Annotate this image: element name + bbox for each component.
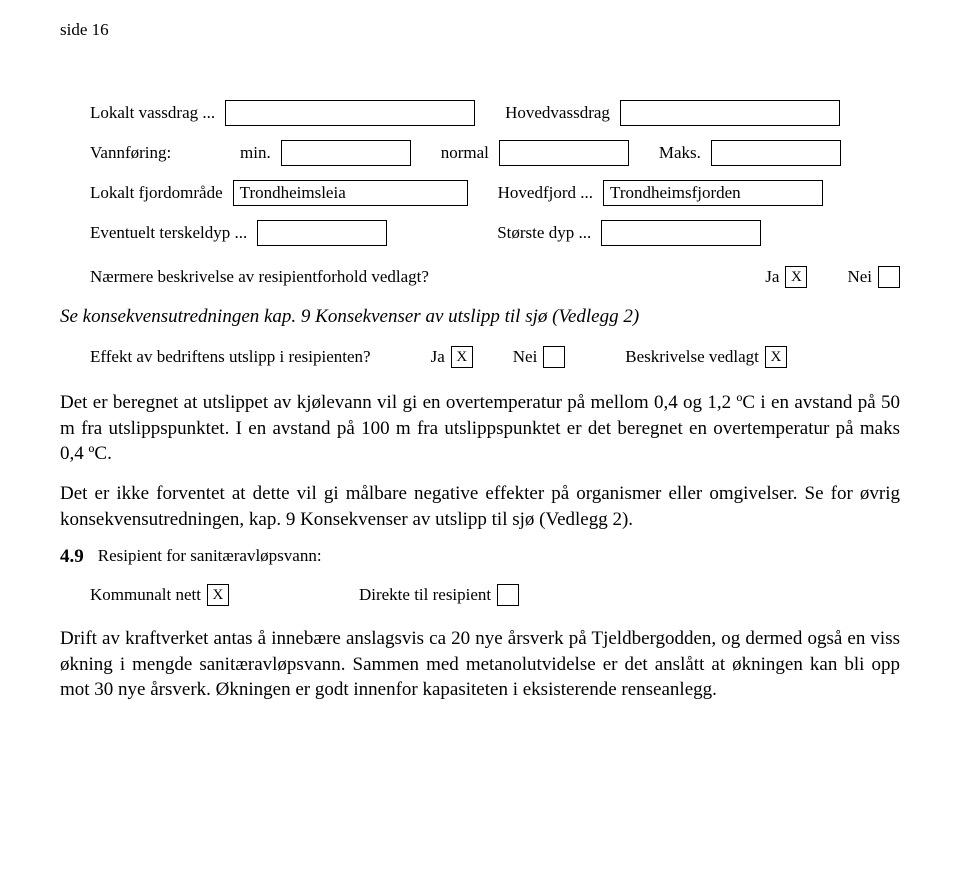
checkbox-nei[interactable]	[878, 266, 900, 288]
label-effekt: Effekt av bedriftens utslipp i resipient…	[90, 347, 371, 367]
row-kommunalt: Kommunalt nett X Direkte til resipient	[60, 584, 900, 606]
input-storste-dyp[interactable]	[601, 220, 761, 246]
label-normal: normal	[441, 143, 489, 163]
row-terskeldyp: Eventuelt terskeldyp ... Største dyp ...	[60, 220, 900, 246]
paragraph-3: Drift av kraftverket antas å innebære an…	[60, 626, 900, 703]
label-maks: Maks.	[659, 143, 701, 163]
row-beskrivelse-vedlagt: Nærmere beskrivelse av resipientforhold …	[60, 266, 900, 288]
label-kommunalt-nett: Kommunalt nett	[90, 585, 201, 605]
section-label: Resipient for sanitæravløpsvann:	[98, 546, 322, 566]
checkbox-ja[interactable]: X	[785, 266, 807, 288]
label-nei: Nei	[847, 267, 872, 287]
reference-text: Se konsekvensutredningen kap. 9 Konsekve…	[60, 306, 900, 328]
row-fjordomrade: Lokalt fjordområde Trondheimsleia Hovedf…	[60, 180, 900, 206]
input-lokalt-vassdrag[interactable]	[225, 100, 475, 126]
paragraph-1: Det er beregnet at utslippet av kjølevan…	[60, 390, 900, 467]
checkbox-ja-2[interactable]: X	[451, 346, 473, 368]
input-maks[interactable]	[711, 140, 841, 166]
label-terskeldyp: Eventuelt terskeldyp ...	[90, 223, 247, 243]
label-ja-2: Ja	[431, 347, 445, 367]
page: side 16 Lokalt vassdrag ... Hovedvassdra…	[0, 0, 960, 757]
label-hovedvassdrag: Hovedvassdrag	[505, 103, 610, 123]
checkbox-nei-2[interactable]	[543, 346, 565, 368]
input-lokalt-fjordomrade[interactable]: Trondheimsleia	[233, 180, 468, 206]
input-hovedfjord[interactable]: Trondheimsfjorden	[603, 180, 823, 206]
checkbox-beskrivelse[interactable]: X	[765, 346, 787, 368]
label-min: min.	[240, 143, 271, 163]
label-hovedfjord: Hovedfjord ...	[498, 183, 593, 203]
row-effekt: Effekt av bedriftens utslipp i resipient…	[60, 346, 900, 368]
row-lokalt-vassdrag: Lokalt vassdrag ... Hovedvassdrag	[60, 100, 900, 126]
label-nei-2: Nei	[513, 347, 538, 367]
input-normal[interactable]	[499, 140, 629, 166]
label-ja: Ja	[765, 267, 779, 287]
label-lokalt-fjordomrade: Lokalt fjordområde	[90, 183, 223, 203]
input-hovedvassdrag[interactable]	[620, 100, 840, 126]
section-4-9: 4.9 Resipient for sanitæravløpsvann:	[60, 546, 900, 568]
label-vannforing: Vannføring:	[90, 143, 190, 163]
page-number: side 16	[60, 20, 900, 40]
label-beskrivelse-vedlagt: Nærmere beskrivelse av resipientforhold …	[90, 267, 765, 287]
row-vannforing: Vannføring: min. normal Maks.	[60, 140, 900, 166]
label-lokalt-vassdrag: Lokalt vassdrag ...	[90, 103, 215, 123]
input-min[interactable]	[281, 140, 411, 166]
checkbox-direkte[interactable]	[497, 584, 519, 606]
label-storste-dyp: Største dyp ...	[497, 223, 591, 243]
section-number: 4.9	[60, 546, 84, 568]
checkbox-kommunalt[interactable]: X	[207, 584, 229, 606]
label-beskrivelse: Beskrivelse vedlagt	[625, 347, 759, 367]
label-direkte-resipient: Direkte til resipient	[359, 585, 491, 605]
input-terskeldyp[interactable]	[257, 220, 387, 246]
paragraph-2: Det er ikke forventet at dette vil gi må…	[60, 481, 900, 532]
